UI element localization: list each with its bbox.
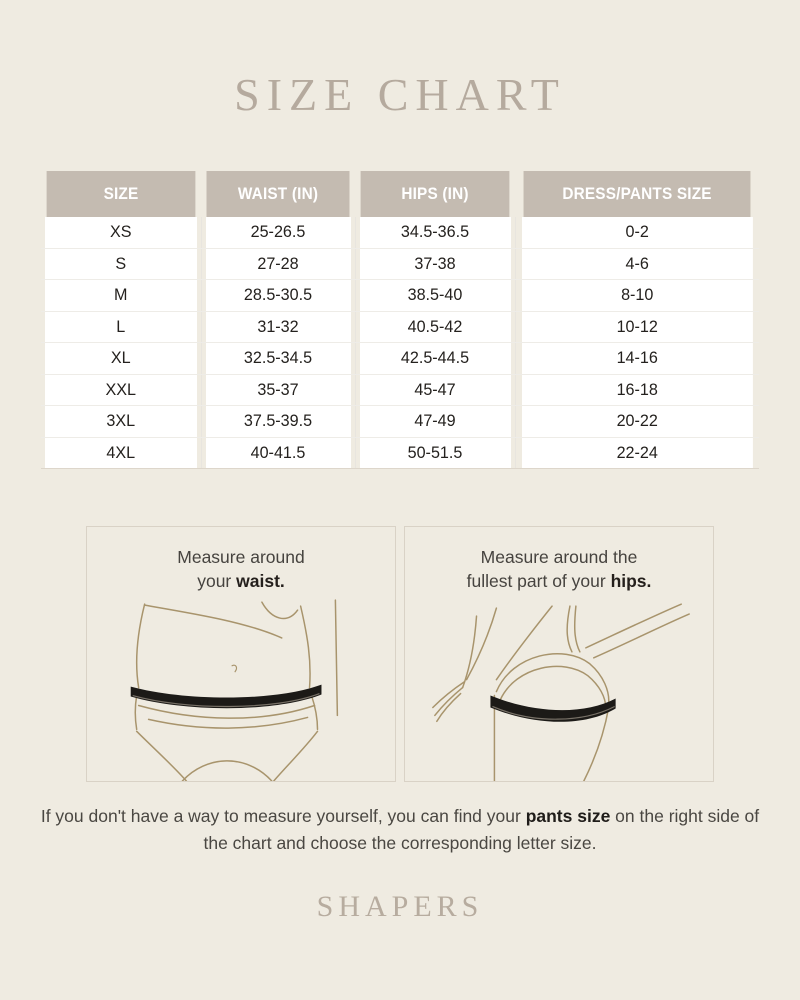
table-row: 3XL 37.5-39.5 47-49 20-22 bbox=[41, 405, 759, 438]
measurement-panels: Measure around your waist. bbox=[86, 526, 714, 782]
cell-hips: 45-47 bbox=[359, 374, 512, 406]
table-row: XXL 35-37 45-47 16-18 bbox=[41, 374, 759, 406]
cell-size: S bbox=[45, 248, 198, 280]
cell-dress-pants: 8-10 bbox=[521, 279, 753, 312]
measuring-tape-waist bbox=[130, 684, 322, 709]
torso-waist-measure-illustration bbox=[130, 599, 339, 781]
page-title: SIZE CHART bbox=[234, 69, 566, 120]
cell-hips: 34.5-36.5 bbox=[359, 217, 512, 249]
table-row: 4XL 40-41.5 50-51.5 22-24 bbox=[41, 437, 759, 468]
cell-waist: 31-32 bbox=[204, 311, 352, 343]
cell-hips: 40.5-42 bbox=[359, 311, 512, 343]
table-row: L 31-32 40.5-42 10-12 bbox=[41, 311, 759, 343]
cell-size: XL bbox=[45, 342, 198, 375]
cell-size: 3XL bbox=[45, 405, 198, 438]
hips-measure-illustration bbox=[432, 603, 690, 781]
hips-caption-line2-bold: hips. bbox=[610, 571, 652, 591]
waist-panel-caption: Measure around your waist. bbox=[87, 545, 395, 593]
column-header-hips: HIPS (IN) bbox=[360, 171, 510, 217]
cell-dress-pants: 4-6 bbox=[521, 248, 753, 280]
cell-dress-pants: 14-16 bbox=[521, 342, 753, 375]
cell-dress-pants: 0-2 bbox=[521, 217, 753, 249]
measuring-tape-hips bbox=[490, 695, 616, 722]
footer-note-part1: If you don't have a way to measure yours… bbox=[40, 806, 526, 826]
table-row: XL 32.5-34.5 42.5-44.5 14-16 bbox=[41, 342, 759, 375]
waist-caption-line2-bold: waist. bbox=[236, 571, 285, 591]
brand-logo: SHAPERS bbox=[316, 890, 484, 923]
table-row: XS 25-26.5 34.5-36.5 0-2 bbox=[41, 217, 759, 249]
cell-waist: 35-37 bbox=[204, 374, 352, 406]
cell-hips: 47-49 bbox=[359, 405, 512, 438]
cell-dress-pants: 16-18 bbox=[521, 374, 753, 406]
cell-size: XXL bbox=[45, 374, 198, 406]
column-header-size: SIZE bbox=[46, 171, 196, 217]
waist-caption-line1: Measure around bbox=[177, 547, 305, 567]
cell-hips: 38.5-40 bbox=[359, 279, 512, 312]
hips-caption-line2-plain: fullest part of your bbox=[466, 571, 611, 591]
cell-size: M bbox=[45, 279, 198, 312]
column-header-dress-pants: DRESS/PANTS SIZE bbox=[523, 171, 751, 217]
cell-waist: 25-26.5 bbox=[204, 217, 352, 249]
cell-waist: 27-28 bbox=[204, 248, 352, 280]
size-chart-table-wrapper: SIZE WAIST (IN) HIPS (IN) DRESS/PANTS SI… bbox=[41, 171, 759, 469]
cell-waist: 28.5-30.5 bbox=[204, 279, 352, 312]
footer-note-bold: pants size bbox=[525, 806, 611, 826]
table-row: S 27-28 37-38 4-6 bbox=[41, 248, 759, 280]
hips-caption-line1: Measure around the bbox=[480, 547, 638, 567]
waist-caption-line2-plain: your bbox=[197, 571, 237, 591]
cell-hips: 37-38 bbox=[359, 248, 512, 280]
cell-dress-pants: 22-24 bbox=[521, 437, 753, 468]
cell-dress-pants: 10-12 bbox=[521, 311, 753, 343]
table-header-row: SIZE WAIST (IN) HIPS (IN) DRESS/PANTS SI… bbox=[41, 171, 759, 217]
cell-waist: 40-41.5 bbox=[204, 437, 352, 468]
cell-size: L bbox=[45, 311, 198, 343]
cell-hips: 42.5-44.5 bbox=[359, 342, 512, 375]
table-row: M 28.5-30.5 38.5-40 8-10 bbox=[41, 279, 759, 312]
cell-size: 4XL bbox=[45, 437, 198, 468]
cell-dress-pants: 20-22 bbox=[521, 405, 753, 438]
cell-waist: 37.5-39.5 bbox=[204, 405, 352, 438]
hips-panel-caption: Measure around the fullest part of your … bbox=[405, 545, 713, 593]
waist-measure-panel: Measure around your waist. bbox=[86, 526, 396, 782]
footer-note-part2: on the right side of the chart and choos… bbox=[203, 806, 760, 853]
hips-measure-panel: Measure around the fullest part of your … bbox=[404, 526, 714, 782]
column-header-waist: WAIST (IN) bbox=[206, 171, 350, 217]
cell-size: XS bbox=[45, 217, 198, 249]
size-chart-table: SIZE WAIST (IN) HIPS (IN) DRESS/PANTS SI… bbox=[41, 171, 759, 468]
cell-hips: 50-51.5 bbox=[359, 437, 512, 468]
footer-note: If you don't have a way to measure yours… bbox=[40, 803, 760, 857]
cell-waist: 32.5-34.5 bbox=[204, 342, 352, 375]
